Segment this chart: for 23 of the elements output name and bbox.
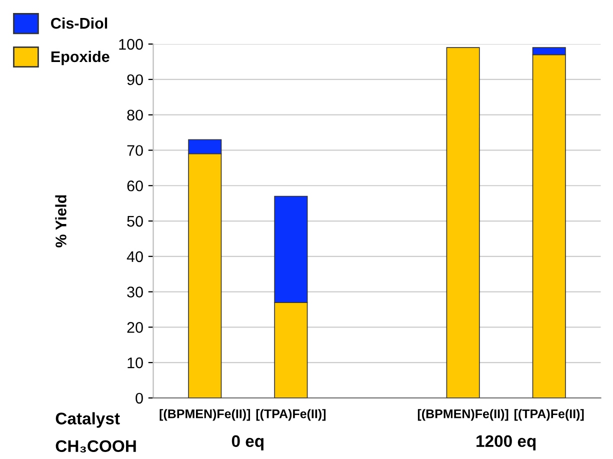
y-tick-label: 70 [127,145,143,156]
legend-label: Cis-Diol [51,18,108,29]
legend-label: Epoxide [51,50,110,66]
x-tick-label: [(BPMEN)Fe(II)] [160,409,250,421]
y-tick-label: 80 [127,110,143,121]
y-tick-label: 10 [128,357,143,368]
y-axis-title: % Yield [55,195,66,248]
text: 0 eq [232,435,264,450]
y-tick-label: 40 [126,251,143,262]
y-tick-label: 50 [127,216,143,227]
x-tick-label: [(TPA)Fe(II)] [514,409,584,421]
y-tick-label: 0 [136,392,143,404]
y-tick-label: 90 [127,74,143,86]
y-tick-label: 20 [127,322,143,333]
text: CH₃COOH [56,440,136,452]
x-tick-label: [(TPA)Fe(II)] [256,409,326,421]
text: 1200 eq [476,435,536,450]
text: Catalyst [56,412,120,428]
y-tick-label: 30 [127,286,143,298]
bar [446,47,480,398]
y-tick-label: 60 [127,180,143,192]
y-tick-label: 100 [119,38,143,50]
x-tick-label: [(BPMEN)Fe(II)] [418,409,508,421]
